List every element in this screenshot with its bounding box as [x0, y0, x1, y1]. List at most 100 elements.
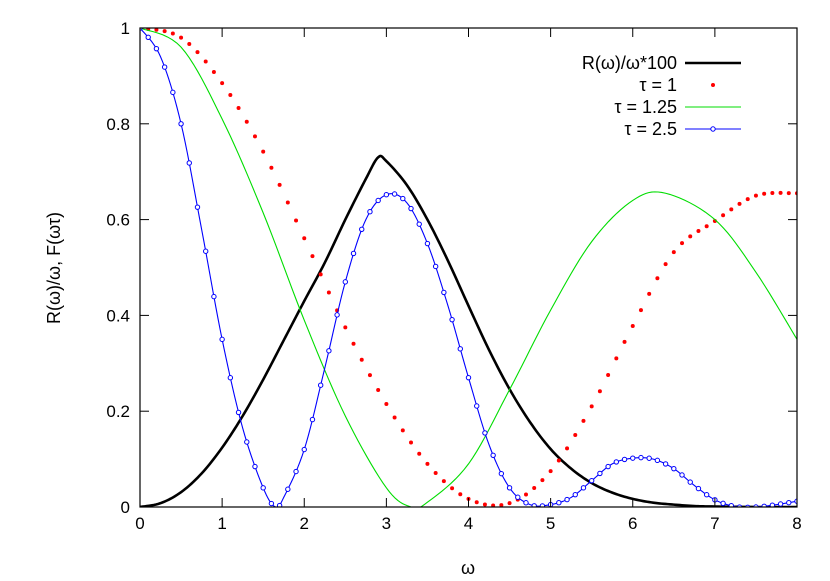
x-tick-label: 0 — [135, 514, 144, 533]
data-point — [375, 197, 381, 204]
data-point — [384, 402, 389, 407]
x-tick-label: 8 — [792, 514, 801, 533]
data-point — [227, 375, 234, 381]
data-point — [491, 503, 496, 507]
y-tick-label: 0.4 — [106, 306, 130, 325]
legend-marker — [710, 126, 716, 132]
data-point — [762, 191, 767, 196]
series-3 — [140, 28, 797, 507]
legend-label: τ = 2.5 — [624, 119, 677, 139]
y-tick-label: 0.2 — [106, 402, 130, 421]
data-point — [211, 69, 216, 74]
y-axis-label: R(ω)/ω, F(ωτ) — [44, 212, 64, 324]
y-tick-label: 0.8 — [106, 115, 130, 134]
series-layer — [140, 28, 797, 507]
data-point — [170, 89, 176, 96]
data-point — [162, 29, 167, 34]
data-point — [523, 500, 529, 506]
series-2 — [140, 28, 797, 507]
data-point — [679, 472, 685, 478]
data-point — [400, 195, 406, 202]
data-point — [203, 59, 208, 64]
data-point — [622, 339, 627, 344]
data-point — [367, 208, 373, 215]
data-point — [565, 446, 570, 451]
data-point — [687, 479, 693, 485]
data-point — [729, 207, 734, 212]
data-point — [490, 452, 496, 459]
series-4 — [140, 28, 797, 507]
data-point — [655, 276, 660, 281]
data-point — [276, 502, 283, 507]
data-point — [540, 478, 545, 483]
data-point — [523, 492, 528, 497]
data-point — [630, 323, 635, 328]
legend-label: τ = 1.25 — [614, 97, 677, 117]
data-point — [261, 149, 266, 154]
data-point — [564, 496, 570, 503]
data-point — [506, 485, 513, 491]
data-point — [408, 205, 414, 212]
legend-entry: τ = 1 — [639, 75, 715, 95]
data-point — [745, 197, 750, 202]
series-1 — [140, 154, 797, 507]
data-point — [531, 503, 537, 507]
data-point — [703, 492, 710, 498]
data-point — [187, 42, 192, 47]
x-axis-label: ω — [461, 558, 475, 578]
data-point — [145, 34, 151, 40]
data-point — [458, 492, 463, 497]
legend-swatch — [711, 83, 715, 87]
data-point — [310, 254, 315, 259]
data-point — [588, 477, 595, 484]
data-point — [334, 312, 340, 318]
data-point — [441, 289, 447, 296]
data-point — [219, 336, 225, 343]
data-point — [507, 501, 512, 506]
data-point — [474, 403, 480, 409]
x-tick-label: 4 — [464, 514, 473, 533]
data-point — [260, 485, 266, 491]
series-line — [140, 28, 797, 507]
data-point — [416, 221, 422, 227]
data-point — [482, 430, 488, 436]
data-point — [556, 458, 561, 463]
data-point — [482, 502, 487, 507]
data-point — [786, 499, 792, 506]
data-point — [351, 341, 356, 346]
data-point — [285, 486, 291, 492]
data-point — [392, 415, 397, 420]
data-point — [786, 191, 791, 196]
data-point — [777, 501, 784, 507]
data-point — [778, 190, 783, 195]
data-point — [580, 485, 587, 491]
legend-entry: τ = 1.25 — [614, 97, 741, 117]
data-point — [474, 500, 479, 505]
data-point — [391, 191, 398, 197]
data-point — [220, 81, 225, 86]
data-point — [573, 432, 578, 437]
data-point — [548, 469, 553, 474]
data-point — [383, 191, 390, 198]
data-point — [662, 461, 669, 467]
data-point — [268, 500, 275, 507]
data-point — [499, 503, 504, 507]
y-tick-label: 0.6 — [106, 211, 130, 230]
data-point — [572, 491, 578, 498]
data-point — [769, 502, 776, 507]
data-point — [737, 201, 742, 206]
plot-frame — [139, 27, 798, 508]
data-point — [457, 346, 463, 352]
data-point — [293, 468, 299, 475]
legend-entry: R(ω)/ω*100 — [582, 53, 741, 73]
data-point — [252, 134, 257, 139]
tick-layer: 0 1 2 3 4 5 6 7 8 0 0.2 0.4 0.6 0.8 1 — [106, 19, 801, 533]
data-point — [753, 193, 758, 198]
data-point — [465, 374, 472, 381]
data-point — [359, 226, 365, 232]
legend-entry: τ = 2.5 — [624, 119, 741, 139]
data-point — [597, 389, 602, 394]
data-point — [605, 463, 611, 470]
data-point — [228, 93, 233, 98]
